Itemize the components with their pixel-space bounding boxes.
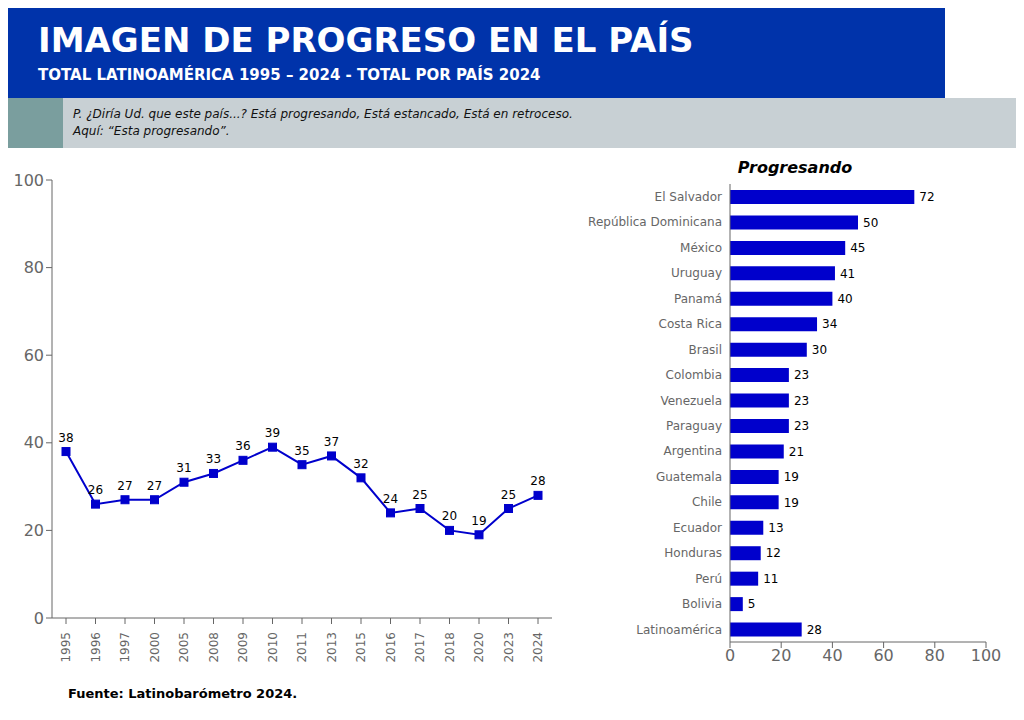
svg-text:2018: 2018: [443, 632, 457, 663]
svg-text:40: 40: [24, 433, 44, 452]
svg-text:100: 100: [971, 646, 1002, 665]
svg-text:23: 23: [794, 394, 809, 408]
svg-text:11: 11: [763, 572, 778, 586]
svg-text:5: 5: [748, 597, 756, 611]
svg-text:23: 23: [794, 419, 809, 433]
svg-text:35: 35: [294, 444, 309, 458]
svg-text:México: México: [680, 241, 722, 255]
svg-text:Colombia: Colombia: [666, 368, 722, 382]
svg-text:2013: 2013: [325, 632, 339, 663]
svg-text:31: 31: [176, 461, 191, 475]
svg-text:26: 26: [88, 483, 103, 497]
svg-text:12: 12: [766, 546, 781, 560]
html-text:IMAGEN DE PROGRESO EN EL PAÍS: IMAGEN DE PROGRESO EN EL PAÍS: [38, 20, 694, 60]
svg-text:Perú: Perú: [695, 572, 722, 586]
svg-text:2020: 2020: [472, 632, 486, 663]
svg-text:2015: 2015: [354, 632, 368, 663]
svg-text:100: 100: [13, 171, 44, 190]
svg-text:30: 30: [812, 343, 827, 357]
svg-text:2024: 2024: [531, 632, 545, 663]
svg-text:Ecuador: Ecuador: [673, 521, 722, 535]
html-text:Progresando: Progresando: [737, 158, 853, 177]
svg-text:40: 40: [837, 292, 852, 306]
svg-text:19: 19: [784, 496, 799, 510]
svg-text:2009: 2009: [236, 632, 250, 663]
svg-text:2023: 2023: [502, 632, 516, 663]
svg-text:40: 40: [822, 646, 842, 665]
svg-text:2016: 2016: [384, 632, 398, 663]
svg-text:50: 50: [863, 216, 878, 230]
html-text:TOTAL LATINOAMÉRICA 1995 – 202: TOTAL LATINOAMÉRICA 1995 – 2024 - TOTAL …: [38, 66, 541, 84]
svg-text:21: 21: [789, 445, 804, 459]
svg-text:28: 28: [530, 474, 545, 488]
svg-text:1995: 1995: [59, 632, 73, 663]
html-text:Fuente: Latinobarómetro 2024.: Fuente: Latinobarómetro 2024.: [68, 686, 298, 701]
svg-text:33: 33: [206, 452, 221, 466]
svg-text:Panamá: Panamá: [674, 292, 722, 306]
svg-text:37: 37: [324, 435, 339, 449]
svg-text:Honduras: Honduras: [664, 546, 722, 560]
svg-text:2017: 2017: [413, 632, 427, 663]
svg-text:24: 24: [383, 492, 398, 506]
svg-text:27: 27: [117, 479, 132, 493]
svg-text:2000: 2000: [148, 632, 162, 663]
svg-text:Venezuela: Venezuela: [660, 394, 722, 408]
svg-text:2008: 2008: [207, 632, 221, 663]
svg-text:25: 25: [412, 488, 427, 502]
svg-text:Paraguay: Paraguay: [666, 419, 722, 433]
svg-text:60: 60: [24, 346, 44, 365]
svg-text:2005: 2005: [177, 632, 191, 663]
svg-text:20: 20: [24, 521, 44, 540]
svg-text:13: 13: [768, 521, 783, 535]
svg-text:1997: 1997: [118, 632, 132, 663]
svg-text:36: 36: [235, 439, 250, 453]
svg-text:80: 80: [24, 258, 44, 277]
svg-text:2011: 2011: [295, 632, 309, 663]
svg-text:45: 45: [850, 241, 865, 255]
svg-text:19: 19: [784, 470, 799, 484]
svg-text:2010: 2010: [266, 632, 280, 663]
svg-text:Uruguay: Uruguay: [671, 266, 722, 280]
svg-text:20: 20: [771, 646, 791, 665]
svg-text:Brasil: Brasil: [689, 343, 722, 357]
svg-text:34: 34: [822, 317, 837, 331]
svg-text:25: 25: [501, 488, 516, 502]
svg-text:80: 80: [925, 646, 945, 665]
svg-text:Chile: Chile: [692, 495, 722, 509]
svg-text:38: 38: [58, 431, 73, 445]
svg-text:60: 60: [873, 646, 893, 665]
svg-text:Costa Rica: Costa Rica: [659, 317, 722, 331]
svg-text:Latinoamérica: Latinoamérica: [636, 623, 722, 637]
svg-text:39: 39: [265, 426, 280, 440]
svg-text:Argentina: Argentina: [663, 444, 722, 458]
svg-text:El Salvador: El Salvador: [655, 190, 722, 204]
svg-text:República Dominicana: República Dominicana: [588, 215, 722, 229]
svg-text:32: 32: [353, 457, 368, 471]
svg-text:19: 19: [471, 514, 486, 528]
html-text:P. ¿Diría Ud. que este país...: P. ¿Diría Ud. que este país...? Está pro…: [73, 107, 573, 138]
svg-text:0: 0: [34, 609, 44, 628]
svg-text:1996: 1996: [89, 632, 103, 663]
svg-text:20: 20: [442, 509, 457, 523]
svg-text:0: 0: [725, 646, 735, 665]
svg-text:72: 72: [919, 190, 934, 204]
svg-text:Bolivia: Bolivia: [682, 597, 722, 611]
svg-text:27: 27: [147, 479, 162, 493]
svg-text:23: 23: [794, 368, 809, 382]
svg-text:Guatemala: Guatemala: [656, 470, 722, 484]
svg-text:41: 41: [840, 267, 855, 281]
svg-text:28: 28: [807, 623, 822, 637]
